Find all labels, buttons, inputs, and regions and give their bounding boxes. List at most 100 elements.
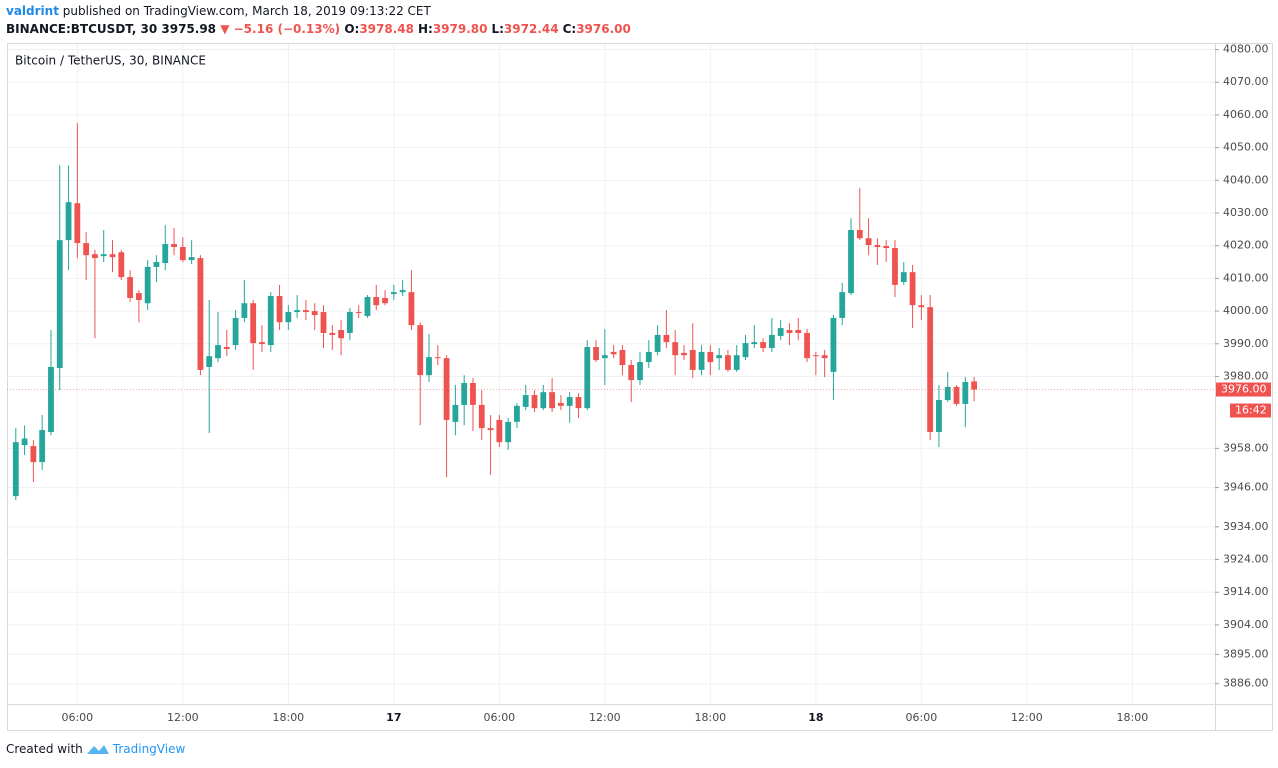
x-tick-label: 18:00	[694, 711, 726, 724]
candle-body	[804, 332, 810, 359]
candle-body	[267, 296, 274, 346]
candle-body	[830, 317, 837, 372]
candle-body	[927, 307, 934, 433]
candle-body	[645, 351, 652, 363]
candle-body	[496, 419, 503, 443]
candle-body	[294, 310, 301, 313]
candle-body	[672, 342, 679, 356]
candle-body	[48, 366, 54, 433]
candle-body	[892, 247, 898, 285]
candle-body	[812, 355, 819, 357]
candle-body	[821, 355, 828, 359]
candle-body	[364, 297, 371, 316]
candle-body	[918, 305, 925, 308]
candle-body	[751, 342, 758, 345]
ohlc-value: 3978.48	[359, 22, 414, 36]
y-tick-label: 3934.00	[1223, 520, 1269, 533]
symbol: BINANCE:BTCUSDT, 30	[6, 22, 158, 36]
candle-body	[856, 230, 863, 239]
candle-body	[900, 272, 907, 282]
y-tick-label: 3895.00	[1223, 647, 1269, 660]
x-tick-label: 06:00	[483, 711, 515, 724]
candle-body	[733, 355, 740, 370]
candle-body	[426, 357, 432, 376]
candle-body	[522, 395, 529, 407]
candle-body	[566, 397, 573, 406]
y-tick-label: 4010.00	[1223, 271, 1269, 284]
y-tick-label: 3980.00	[1223, 369, 1269, 382]
candle-body	[162, 244, 169, 264]
candle-body	[461, 382, 468, 405]
y-tick-label: 3924.00	[1223, 553, 1269, 566]
publish-line: valdrint published on TradingView.com, M…	[6, 4, 431, 18]
candles	[7, 123, 1215, 501]
candle-body	[760, 342, 767, 349]
candle-body	[83, 243, 90, 256]
candle-body	[540, 392, 547, 409]
candle-body	[215, 345, 221, 359]
last-price: 3975.98	[161, 22, 217, 36]
y-tick-label: 4030.00	[1223, 206, 1269, 219]
candle-body	[470, 382, 476, 405]
candle-body	[39, 430, 46, 463]
candle-body	[443, 358, 450, 420]
ohlc-label: L:	[491, 22, 504, 36]
candle-body	[373, 297, 380, 306]
x-tick-label: 12:00	[1011, 711, 1043, 724]
price-tag-label: 3976.00	[1221, 383, 1267, 396]
candle-body	[514, 405, 520, 422]
candle-body	[223, 347, 230, 349]
candle-body	[92, 254, 98, 259]
candle-body	[637, 362, 643, 381]
author[interactable]: valdrint	[6, 4, 59, 18]
candle-body	[346, 312, 353, 333]
candle-body	[329, 332, 336, 335]
chart-title: Bitcoin / TetherUS, 30, BINANCE	[15, 54, 206, 68]
ohlc-label: C:	[562, 22, 577, 36]
candle-body	[118, 252, 125, 278]
y-tick-label: 3990.00	[1223, 337, 1269, 350]
ohlc-value: 3972.44	[503, 22, 559, 36]
candle-body	[127, 277, 133, 298]
ohlc-value: 3979.80	[432, 22, 488, 36]
candle-body	[259, 342, 265, 345]
candle-body	[382, 297, 388, 304]
frame	[7, 43, 1273, 731]
candle-body	[171, 244, 177, 248]
candle-body	[188, 257, 195, 261]
candle-body	[716, 355, 723, 359]
candle-body	[487, 428, 494, 431]
symbol-line: BINANCE:BTCUSDT, 30 3975.98 ▼ −5.16 (−0.…	[6, 22, 635, 36]
candle-body	[584, 347, 591, 409]
candle-body	[689, 349, 696, 370]
candle-body	[478, 404, 485, 429]
ohlc: O:3978.48 H:3979.80 L:3972.44 C:3976.00	[344, 22, 635, 36]
x-tick-label: 17	[386, 711, 401, 724]
candle-body	[355, 312, 362, 314]
change: ▼ −5.16 (−0.13%)	[220, 22, 341, 36]
candle-body	[874, 245, 881, 248]
candle-body	[320, 312, 327, 333]
candle-body	[417, 325, 424, 376]
candle-body	[953, 386, 960, 404]
candle-body	[390, 292, 397, 295]
candle-body	[971, 381, 978, 390]
candle-body	[549, 392, 555, 409]
y-tick-label: 4020.00	[1223, 239, 1269, 252]
candle-body	[250, 303, 257, 344]
footer: Created with TradingView	[6, 742, 185, 756]
candle-body	[179, 247, 186, 261]
axis-labels: 3886.00 3895.00 3904.00 3914.00 3924.00 3934.…	[61, 43, 1271, 724]
price-tag	[1216, 382, 1271, 397]
y-tick-label: 3946.00	[1223, 481, 1269, 494]
candle-body	[742, 343, 749, 358]
candle-body	[909, 272, 916, 306]
y-tick-label: 3886.00	[1223, 677, 1269, 690]
candle-body	[56, 240, 63, 368]
brand[interactable]: TradingView	[112, 742, 186, 756]
candle-body	[865, 238, 872, 246]
candle-body	[276, 296, 283, 323]
candle-body	[654, 334, 661, 352]
candle-body	[557, 402, 564, 406]
